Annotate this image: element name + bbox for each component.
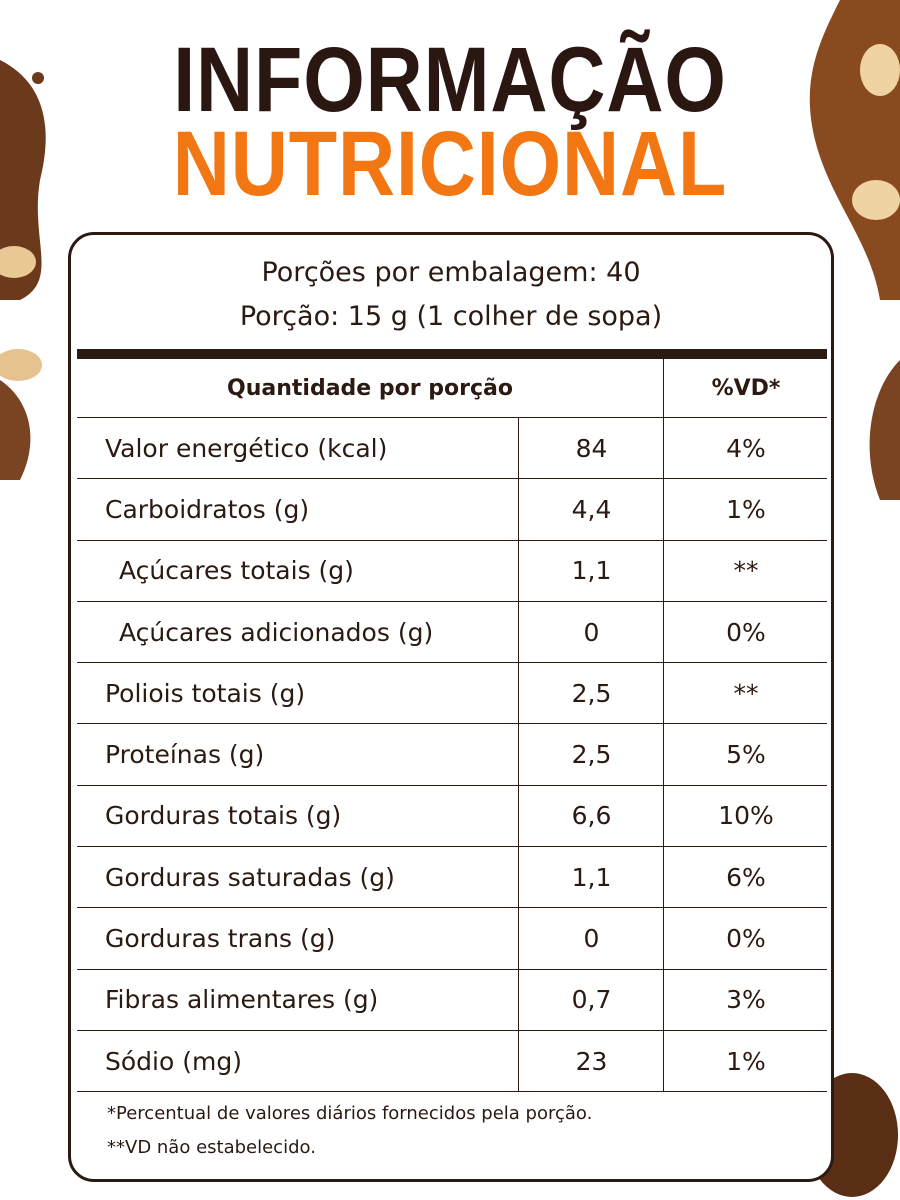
table-row: Gorduras trans (g) 0 0% bbox=[77, 908, 828, 970]
table-row: Proteínas (g) 2,5 5% bbox=[77, 724, 828, 786]
chocolate-splash bbox=[0, 60, 46, 300]
daily-value: 3% bbox=[663, 969, 828, 1030]
daily-value: 5% bbox=[663, 724, 828, 785]
nutrient-name: Proteínas (g) bbox=[105, 740, 265, 770]
nutrient-name: Valor energético (kcal) bbox=[105, 433, 388, 463]
daily-value: ** bbox=[663, 663, 828, 724]
nutrient-name: Gorduras trans (g) bbox=[105, 924, 336, 954]
divider-bar bbox=[77, 349, 827, 359]
header-cell: %VD* bbox=[663, 359, 828, 417]
amount: 1,1 bbox=[518, 540, 664, 601]
table-row: Sódio (mg) 23 1% bbox=[77, 1030, 828, 1093]
nutrient-name: Gorduras saturadas (g) bbox=[105, 862, 395, 892]
nutrient-name: Carboidratos (g) bbox=[105, 494, 310, 524]
daily-value: 4% bbox=[663, 418, 828, 479]
table-row: Valor energético (kcal) 84 4% bbox=[77, 418, 828, 480]
table-row: Gorduras totais (g) 6,6 10% bbox=[77, 785, 828, 848]
nutrient-name: Fibras alimentares (g) bbox=[105, 985, 379, 1015]
peanut bbox=[852, 180, 900, 220]
portion: Porção: 15 g (1 colher de sopa) bbox=[239, 301, 663, 332]
daily-value: 0% bbox=[663, 601, 828, 663]
table-row: Açúcares totais (g) 1,1 ** bbox=[77, 540, 828, 602]
amount: 2,5 bbox=[518, 663, 664, 724]
drop bbox=[32, 72, 44, 84]
table-row: Carboidratos (g) 4,4 1% bbox=[77, 479, 828, 541]
peanut bbox=[0, 349, 42, 381]
table-body: Quantidade por porção %VD* Valor energét… bbox=[77, 359, 828, 1093]
footnote: **VD não estabelecido. bbox=[107, 1137, 316, 1158]
amount: 0,7 bbox=[518, 969, 664, 1030]
amount: 6,6 bbox=[518, 785, 664, 847]
nutrient-name: Poliois totais (g) bbox=[105, 678, 306, 708]
table-row: Gorduras saturadas (g) 1,1 6% bbox=[77, 847, 828, 909]
table-row: Poliois totais (g) 2,5 ** bbox=[77, 663, 828, 725]
nutrition-table: Porções por embalagem: 40 Porção: 15 g (… bbox=[68, 232, 834, 1182]
servings-per-package: Porções por embalagem: 40 bbox=[261, 257, 641, 288]
daily-value: ** bbox=[663, 540, 828, 601]
table-row: Fibras alimentares (g) 0,7 3% bbox=[77, 969, 828, 1031]
footnote: *Percentual de valores diários fornecido… bbox=[107, 1103, 593, 1124]
title: INFORMAÇÃO bbox=[173, 29, 727, 131]
chocolate-splash bbox=[869, 360, 900, 500]
amount: 84 bbox=[518, 418, 664, 479]
header-row: Quantidade por porção %VD* bbox=[77, 359, 827, 418]
daily-value: 10% bbox=[663, 785, 828, 847]
chocolate-splash bbox=[0, 380, 31, 480]
daily-value: 1% bbox=[663, 1030, 828, 1092]
title: NUTRICIONAL bbox=[172, 113, 728, 215]
header-cell: Quantidade por porção bbox=[227, 375, 513, 401]
amount: 4,4 bbox=[518, 479, 664, 540]
nutrient-name: Sódio (mg) bbox=[105, 1046, 242, 1076]
table-row: Açúcares adicionados (g) 0 0% bbox=[77, 601, 828, 664]
amount: 0 bbox=[518, 601, 664, 663]
daily-value: 0% bbox=[663, 908, 828, 969]
nutrient-name: Açúcares totais (g) bbox=[119, 556, 354, 586]
amount: 2,5 bbox=[518, 724, 664, 785]
nutrient-name: Açúcares adicionados (g) bbox=[119, 617, 434, 647]
daily-value: 6% bbox=[663, 847, 828, 908]
amount: 23 bbox=[518, 1030, 664, 1092]
nutrient-name: Gorduras totais (g) bbox=[105, 801, 342, 831]
peanut bbox=[0, 246, 36, 278]
amount: 1,1 bbox=[518, 847, 664, 908]
peanut bbox=[860, 44, 900, 96]
amount: 0 bbox=[518, 908, 664, 969]
daily-value: 1% bbox=[663, 479, 828, 540]
